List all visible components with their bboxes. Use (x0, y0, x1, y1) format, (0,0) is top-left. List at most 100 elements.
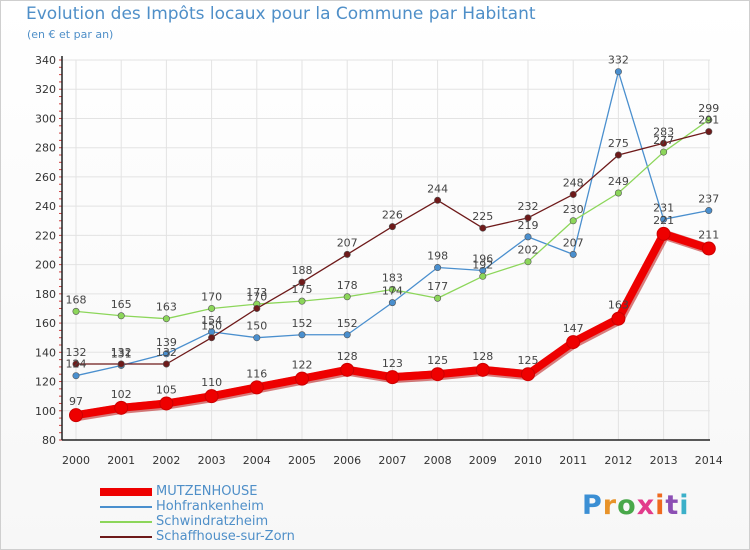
data-label-3: 226 (382, 209, 403, 222)
data-point-1 (162, 350, 170, 358)
data-point-0 (249, 380, 264, 395)
data-point-0 (69, 408, 83, 423)
y-tick-label: 220 (35, 229, 56, 242)
y-tick-label: 180 (35, 288, 56, 301)
data-label-0: 211 (698, 229, 719, 242)
data-point-0 (475, 362, 490, 377)
data-point-0 (159, 396, 174, 411)
data-point-3 (253, 304, 261, 312)
logo-letter: i (655, 490, 666, 521)
data-label-3: 225 (472, 210, 493, 223)
x-tick-label: 2008 (424, 454, 452, 467)
x-tick-label: 2006 (333, 454, 361, 467)
data-point-3 (660, 139, 668, 147)
data-point-1 (569, 250, 577, 258)
proxiti-logo: Proxiti (582, 490, 690, 521)
legend-line-mutzenhouse (100, 488, 152, 496)
data-label-2: 173 (246, 286, 267, 299)
chart-subtitle: (en € et par an) (27, 28, 114, 41)
legend-line-schaffhouse (100, 536, 152, 538)
data-point-2 (660, 148, 668, 156)
data-point-3 (388, 223, 396, 231)
x-tick-label: 2013 (650, 454, 678, 467)
data-point-0 (340, 362, 355, 377)
data-label-3: 132 (111, 346, 132, 359)
data-point-0 (385, 370, 400, 385)
data-label-2: 277 (653, 134, 674, 147)
data-point-1 (253, 334, 261, 342)
data-point-1 (614, 68, 622, 76)
data-label-0: 147 (563, 322, 584, 335)
data-point-1 (72, 372, 80, 380)
data-point-2 (705, 116, 713, 124)
data-label-0: 221 (653, 214, 674, 227)
y-tick-label: 120 (35, 376, 56, 389)
data-label-3: 150 (201, 320, 222, 333)
data-point-2 (298, 297, 306, 305)
data-point-1 (343, 331, 351, 339)
data-point-3 (524, 214, 532, 222)
data-label-1: 332 (608, 54, 629, 67)
data-point-0 (204, 389, 219, 404)
data-label-2: 183 (382, 271, 403, 284)
legend-item-schwindratzheim: Schwindratzheim (100, 514, 360, 529)
x-tick-label: 2007 (378, 454, 406, 467)
legend-label-schwindratzheim: Schwindratzheim (156, 514, 269, 529)
data-label-2: 163 (156, 301, 177, 314)
data-label-3: 283 (653, 125, 674, 138)
y-tick-label: 240 (35, 200, 56, 213)
data-label-3: 132 (156, 346, 177, 359)
data-point-0 (295, 371, 309, 386)
data-label-1: 219 (518, 219, 539, 232)
data-label-1: 131 (111, 347, 132, 360)
data-label-1: 150 (246, 320, 267, 333)
data-label-2: 299 (698, 102, 719, 115)
logo-letter: t (665, 490, 680, 521)
logo-letter: P (582, 490, 603, 521)
data-label-1: 174 (382, 285, 403, 298)
data-label-2: 177 (427, 280, 448, 293)
y-tick-label: 320 (35, 83, 56, 96)
data-point-3 (434, 196, 442, 204)
data-point-2 (524, 258, 532, 266)
y-tick-label: 80 (42, 434, 56, 447)
y-tick-label: 140 (35, 346, 56, 359)
data-label-3: 244 (427, 182, 448, 195)
data-label-0: 125 (518, 354, 539, 367)
data-label-2: 192 (472, 258, 493, 271)
data-label-0: 163 (608, 299, 629, 312)
data-label-1: 231 (653, 201, 674, 214)
data-label-2: 170 (201, 290, 222, 303)
data-point-2 (72, 307, 80, 315)
x-tick-label: 2000 (62, 454, 90, 467)
x-tick-label: 2005 (288, 454, 316, 467)
x-tick-label: 2011 (559, 454, 587, 467)
data-point-3 (705, 128, 713, 136)
legend-label-schaffhouse: Schaffhouse-sur-Zorn (156, 529, 295, 544)
x-tick-label: 2003 (198, 454, 226, 467)
logo-letter: i (679, 490, 690, 521)
data-label-3: 291 (698, 114, 719, 127)
data-point-0 (521, 367, 535, 382)
data-point-0 (430, 367, 445, 382)
legend-label-mutzenhouse: MUTZENHOUSE (156, 484, 258, 499)
data-point-2 (434, 294, 442, 302)
data-label-1: 152 (292, 317, 313, 330)
data-point-2 (569, 217, 577, 225)
data-label-1: 237 (698, 193, 719, 206)
y-tick-label: 100 (35, 405, 56, 418)
data-label-0: 125 (427, 354, 448, 367)
x-tick-label: 2010 (514, 454, 542, 467)
x-tick-label: 2001 (107, 454, 135, 467)
data-label-2: 168 (66, 293, 87, 306)
data-label-0: 122 (292, 359, 313, 372)
data-label-2: 202 (518, 244, 539, 257)
data-label-1: 196 (472, 252, 493, 265)
x-tick-label: 2002 (152, 454, 180, 467)
data-label-3: 232 (518, 200, 539, 213)
data-point-2 (388, 285, 396, 293)
chart-legend: MUTZENHOUSE Hohfrankenheim Schwindratzhe… (100, 484, 360, 544)
data-label-1: 207 (563, 236, 584, 249)
data-label-0: 128 (337, 350, 358, 363)
